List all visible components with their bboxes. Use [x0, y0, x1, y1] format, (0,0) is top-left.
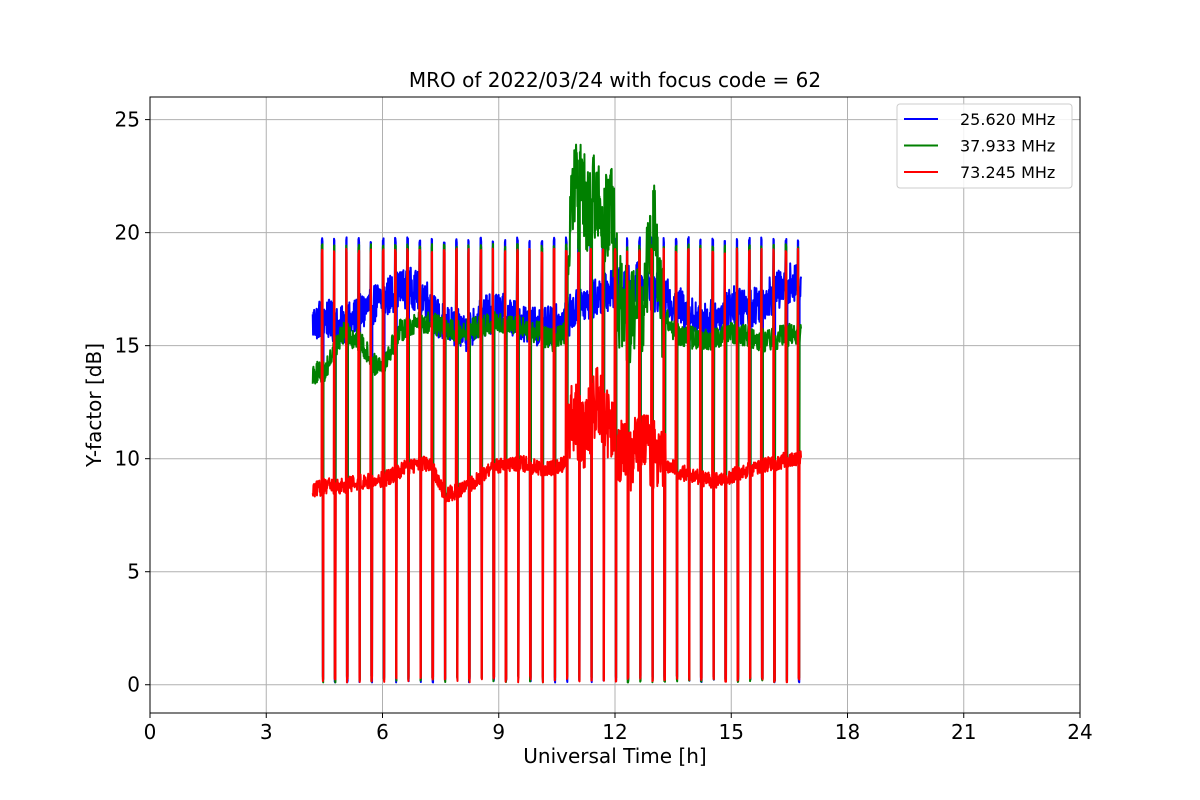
legend-label: 37.933 MHz	[960, 137, 1055, 156]
series-layer	[311, 143, 802, 684]
y-tick-label: 5	[127, 560, 140, 584]
x-tick-label: 15	[719, 720, 744, 744]
legend-entries: 25.620 MHz 37.933 MHz 73.245 MHz	[904, 110, 1055, 182]
y-tick-label: 20	[115, 221, 140, 245]
x-tick-label: 6	[376, 720, 389, 744]
y-tick-label: 10	[115, 447, 140, 471]
x-tick-label: 24	[1067, 720, 1092, 744]
legend: 25.620 MHz 37.933 MHz 73.245 MHz	[896, 103, 1073, 189]
series-line	[311, 247, 802, 684]
x-tick-label: 9	[492, 720, 505, 744]
x-tick-label: 0	[144, 720, 157, 744]
legend-box	[896, 103, 1073, 189]
y-tick-label: 25	[115, 108, 140, 132]
legend-label: 25.620 MHz	[960, 110, 1055, 129]
legend-label: 73.245 MHz	[960, 163, 1055, 182]
axis-ticks: 0 3 6 9 12 15 18 21 24 0 5 10 15 20 25	[115, 108, 1093, 744]
x-tick-label: 21	[951, 720, 976, 744]
x-axis-label: Universal Time [h]	[523, 744, 706, 768]
x-tick-label: 3	[260, 720, 273, 744]
x-tick-label: 18	[835, 720, 860, 744]
y-axis-label: Y-factor [dB]	[82, 343, 106, 468]
y-tick-label: 0	[127, 673, 140, 697]
chart-title: MRO of 2022/03/24 with focus code = 62	[409, 68, 821, 92]
x-tick-label: 12	[602, 720, 627, 744]
y-tick-label: 15	[115, 334, 140, 358]
plot-area	[311, 143, 802, 684]
